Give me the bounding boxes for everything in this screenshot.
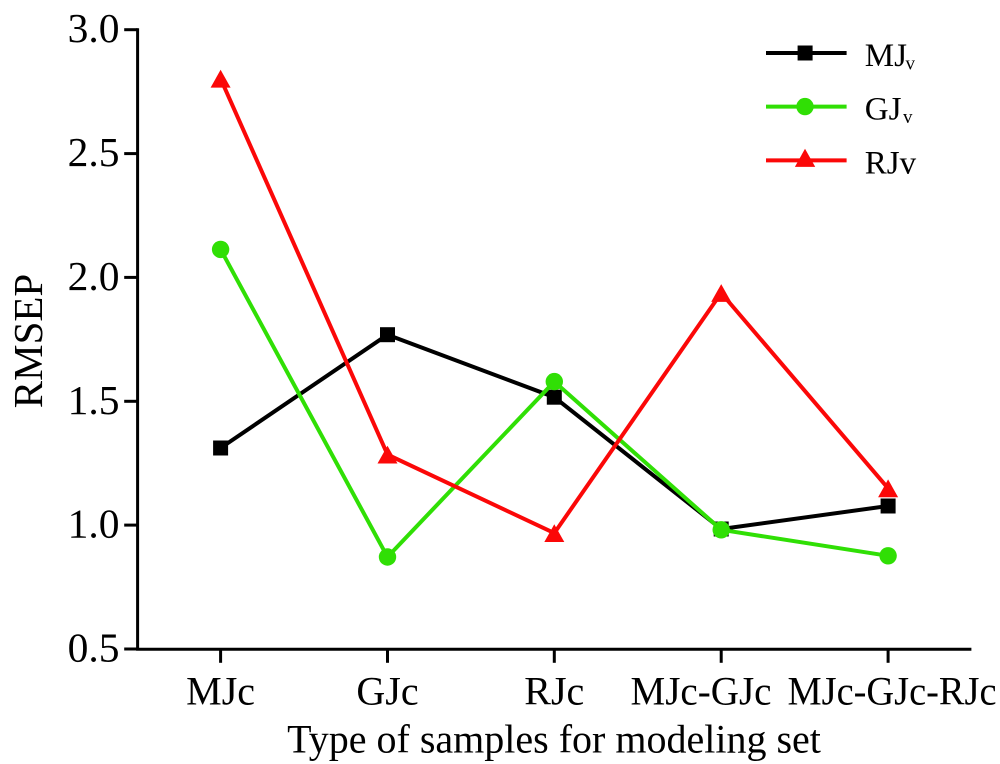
svg-text:MJc: MJc	[186, 669, 255, 714]
svg-text:RJc: RJc	[524, 669, 584, 714]
svg-text:Type of samples for modeling s: Type of samples for modeling set	[287, 716, 821, 761]
svg-text:1.5: 1.5	[68, 377, 120, 423]
svg-text:3.0: 3.0	[68, 5, 120, 51]
svg-text:GJc: GJc	[356, 669, 418, 714]
svg-text:1.0: 1.0	[68, 501, 120, 547]
svg-text:MJc-GJc-RJc: MJc-GJc-RJc	[788, 669, 997, 714]
svg-text:GJ: GJ	[865, 92, 902, 128]
svg-text:2.0: 2.0	[68, 253, 120, 299]
svg-text:v: v	[903, 107, 913, 128]
svg-text:v: v	[906, 54, 916, 75]
svg-text:MJc-GJc: MJc-GJc	[631, 669, 772, 714]
svg-text:RMSEP: RMSEP	[5, 274, 51, 408]
svg-text:RJv: RJv	[865, 145, 917, 181]
svg-text:2.5: 2.5	[68, 129, 120, 175]
svg-text:0.5: 0.5	[68, 625, 120, 671]
svg-text:MJ: MJ	[865, 38, 907, 74]
